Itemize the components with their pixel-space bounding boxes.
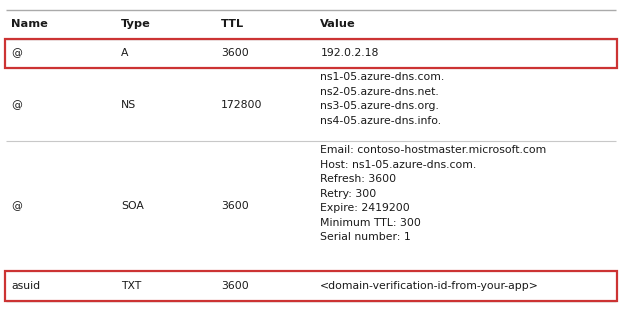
Text: ns3-05.azure-dns.org.: ns3-05.azure-dns.org. bbox=[320, 101, 439, 111]
Text: 3600: 3600 bbox=[221, 281, 249, 291]
Text: Email: contoso-hostmaster.microsoft.com: Email: contoso-hostmaster.microsoft.com bbox=[320, 145, 547, 155]
Text: Retry: 300: Retry: 300 bbox=[320, 189, 376, 199]
Text: <domain-verification-id-from-your-app>: <domain-verification-id-from-your-app> bbox=[320, 281, 539, 291]
Text: Minimum TTL: 300: Minimum TTL: 300 bbox=[320, 218, 421, 228]
Text: A: A bbox=[121, 49, 129, 58]
Text: Value: Value bbox=[320, 19, 356, 29]
Text: ns1-05.azure-dns.com.: ns1-05.azure-dns.com. bbox=[320, 72, 445, 82]
Text: TXT: TXT bbox=[121, 281, 142, 291]
Text: asuid: asuid bbox=[11, 281, 40, 291]
Text: 3600: 3600 bbox=[221, 49, 249, 58]
Text: Type: Type bbox=[121, 19, 151, 29]
Text: Host: ns1-05.azure-dns.com.: Host: ns1-05.azure-dns.com. bbox=[320, 160, 476, 170]
Text: 172800: 172800 bbox=[221, 100, 262, 110]
Bar bbox=[5, 39, 617, 68]
Text: Refresh: 3600: Refresh: 3600 bbox=[320, 174, 396, 184]
Text: Expire: 2419200: Expire: 2419200 bbox=[320, 203, 410, 213]
Text: NS: NS bbox=[121, 100, 137, 110]
Text: 3600: 3600 bbox=[221, 201, 249, 211]
Text: TTL: TTL bbox=[221, 19, 244, 29]
Text: @: @ bbox=[11, 100, 22, 110]
Text: ns2-05.azure-dns.net.: ns2-05.azure-dns.net. bbox=[320, 87, 439, 97]
Text: @: @ bbox=[11, 201, 22, 211]
Text: @: @ bbox=[11, 49, 22, 58]
Text: Name: Name bbox=[11, 19, 48, 29]
Text: ns4-05.azure-dns.info.: ns4-05.azure-dns.info. bbox=[320, 116, 442, 126]
Text: 192.0.2.18: 192.0.2.18 bbox=[320, 49, 379, 58]
Text: Serial number: 1: Serial number: 1 bbox=[320, 232, 411, 242]
Bar bbox=[5, 271, 617, 301]
Text: SOA: SOA bbox=[121, 201, 144, 211]
